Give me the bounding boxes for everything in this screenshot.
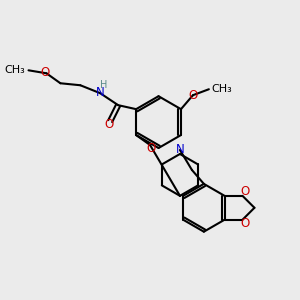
Text: H: H bbox=[100, 80, 107, 90]
Text: N: N bbox=[96, 86, 105, 99]
Text: O: O bbox=[241, 185, 250, 198]
Text: O: O bbox=[105, 118, 114, 130]
Text: O: O bbox=[188, 89, 198, 102]
Text: O: O bbox=[41, 66, 50, 79]
Text: O: O bbox=[146, 142, 156, 154]
Text: CH₃: CH₃ bbox=[212, 84, 232, 94]
Text: O: O bbox=[241, 217, 250, 230]
Text: N: N bbox=[176, 143, 184, 157]
Text: CH₃: CH₃ bbox=[5, 65, 26, 75]
